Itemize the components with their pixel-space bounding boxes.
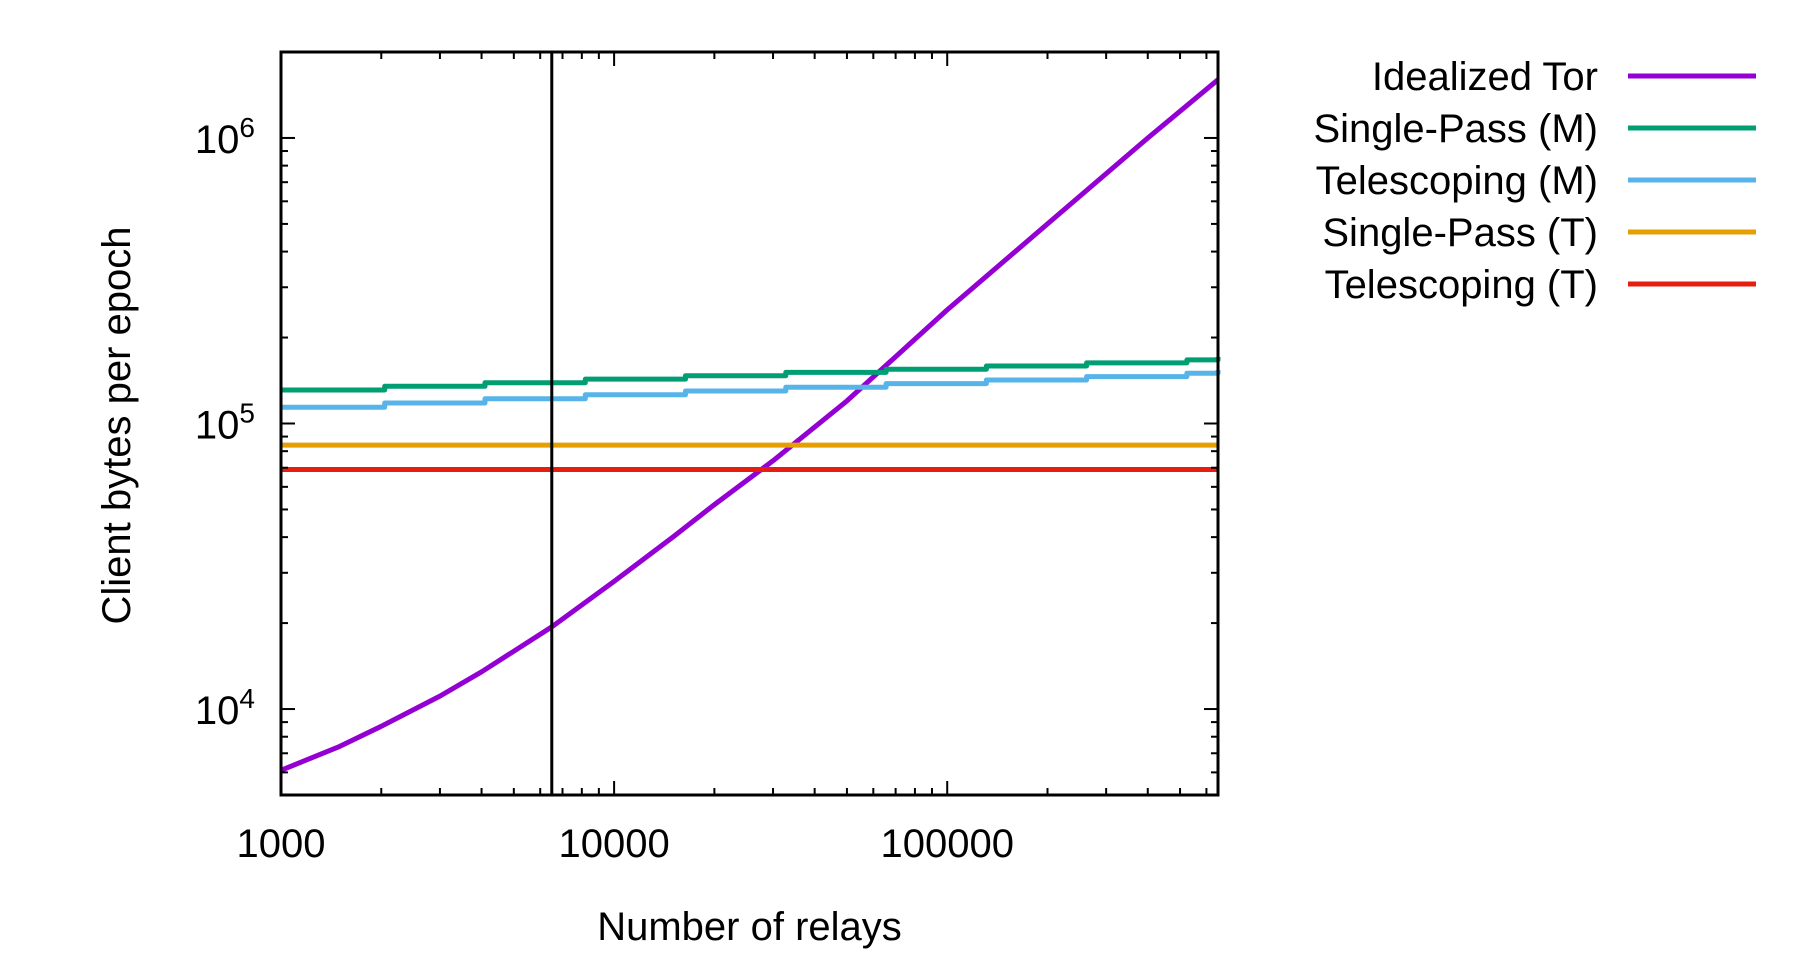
legend-label: Single-Pass (T) [1322, 211, 1598, 255]
y-tick-label: 105 [195, 398, 255, 448]
y-axis-label: Client bytes per epoch [95, 226, 139, 624]
x-tick-label: 1000 [237, 822, 326, 866]
legend-label: Single-Pass (M) [1313, 107, 1598, 151]
series-line-0 [280, 77, 1220, 773]
ticks-layer [280, 51, 1218, 796]
y-tick-label: 106 [195, 112, 255, 162]
legend: Idealized Tor Single-Pass (M) Telescoping … [1313, 55, 1756, 307]
series-line-2 [281, 370, 1221, 410]
legend-label: Telescoping (T) [1325, 263, 1598, 307]
series-layer [280, 77, 1221, 773]
y-tick-label: 104 [195, 683, 255, 733]
x-axis-label: Number of relays [597, 905, 902, 949]
plot-frame [279, 50, 1220, 797]
x-tick-label: 10000 [558, 822, 669, 866]
x-tick-label: 100000 [880, 822, 1013, 866]
series-line-1 [281, 357, 1221, 393]
legend-label: Telescoping (M) [1316, 159, 1598, 203]
legend-label: Idealized Tor [1372, 55, 1598, 99]
tick-labels: 1000 10000 100000 104 105 106 [195, 112, 1014, 866]
